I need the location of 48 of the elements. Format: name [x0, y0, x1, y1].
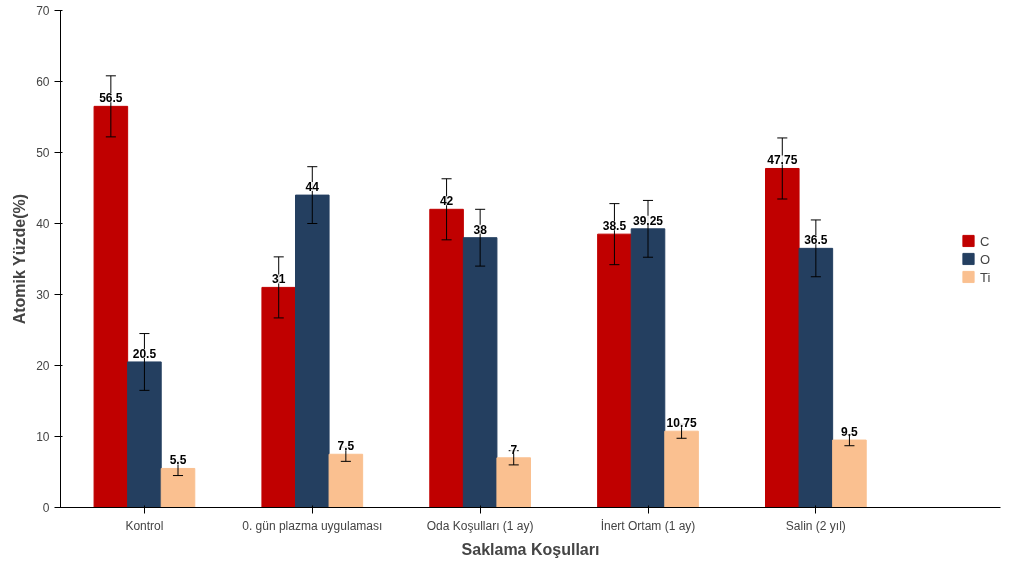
data-label: 9.5: [841, 425, 859, 440]
bar: [630, 228, 666, 508]
data-label: 31: [272, 272, 286, 287]
y-tick-label: 0: [42, 501, 50, 515]
bar: [429, 208, 464, 508]
x-tick-label: İnert Ortam (1 ay): [600, 518, 696, 533]
bar: [462, 237, 498, 508]
data-label: 10.75: [666, 416, 697, 431]
bar: [127, 361, 162, 508]
data-label: 20.5: [132, 346, 157, 361]
data-label: 36.5: [804, 233, 828, 248]
data-label: 7: [510, 442, 518, 457]
bar: [93, 105, 129, 508]
x-axis-title: Saklama Koşulları: [461, 540, 600, 558]
data-label: 42: [439, 194, 454, 209]
legend-label: Ti: [980, 269, 992, 284]
bar: [798, 247, 834, 508]
bar: [597, 233, 632, 508]
data-label: 56.5: [99, 91, 123, 106]
data-label: 5.5: [169, 453, 187, 468]
bar: [295, 194, 330, 508]
y-tick-label: 60: [36, 75, 50, 89]
y-tick-label: 30: [36, 288, 50, 302]
y-axis-title: Atomik Yüzde(%): [11, 193, 29, 325]
data-label: 39.25: [632, 213, 664, 228]
bar: [160, 467, 196, 508]
x-tick-label: Oda Koşulları (1 ay): [426, 518, 534, 533]
data-label: 38: [473, 222, 488, 237]
bar: [765, 167, 800, 508]
x-tick-label: Kontrol: [125, 518, 164, 533]
y-tick-label: 50: [36, 146, 50, 160]
legend-label: O: [980, 251, 992, 266]
data-label: 47.75: [767, 153, 798, 168]
y-tick-label: 70: [36, 4, 50, 18]
legend-label: C: [980, 233, 991, 248]
data-label: 7.5: [337, 439, 355, 454]
bar: [832, 439, 867, 508]
data-label: 44: [305, 180, 320, 195]
x-tick-label: 0. gün plazma uygulaması: [242, 518, 383, 533]
y-tick-label: 40: [36, 217, 50, 231]
y-tick-label: 20: [36, 359, 50, 373]
bar: [496, 457, 531, 508]
bar: [664, 430, 699, 508]
y-tick-label: 10: [36, 430, 50, 444]
x-tick-label: Salin (2 yıl): [785, 518, 846, 533]
data-label: 38.5: [602, 219, 627, 234]
bar: [328, 453, 364, 508]
bar: [261, 286, 296, 508]
